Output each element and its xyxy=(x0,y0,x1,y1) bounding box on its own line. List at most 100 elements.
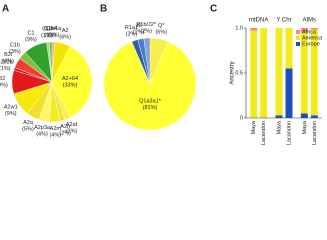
slice-value-label: (9%) xyxy=(5,111,17,117)
slice-label: A2 (6%) xyxy=(59,28,71,41)
bar-segment xyxy=(300,28,308,33)
y-tick-label: 0.5 xyxy=(235,70,243,76)
group-label: mtDNA xyxy=(249,18,268,24)
bar-segment xyxy=(310,115,318,118)
slice-label: A2+64 (33%) xyxy=(62,76,78,89)
slice-label: Q* (6%) xyxy=(155,24,167,37)
slice-label: R1b/J2* (2%) xyxy=(136,23,156,36)
legend-swatch xyxy=(296,36,300,40)
slice-value-label: (81%) xyxy=(143,106,158,112)
pie-slice xyxy=(51,46,93,118)
x-tick-label: Maya xyxy=(276,120,282,134)
slice-value-label: (2%) xyxy=(133,30,145,36)
slice-name: C1c xyxy=(42,27,52,33)
slice-label: C1 (9%) xyxy=(25,31,37,44)
bar-segment xyxy=(250,30,258,119)
slice-label: B2b2b(1%) xyxy=(0,60,13,72)
slice-value-label: (2%) xyxy=(59,131,71,137)
slice-value-label: (9%) xyxy=(0,83,8,89)
slice-name: B2b2b xyxy=(0,60,13,66)
panel-label: B xyxy=(100,4,107,15)
slice-label: A2w1 (9%) xyxy=(4,105,18,118)
bar-segment xyxy=(300,113,308,118)
slice-value-label: (1%) xyxy=(41,33,53,39)
slice-label: A2m (4%) xyxy=(50,126,62,139)
slice-name: A2n xyxy=(60,125,70,131)
slice-label: A2p3a (4%) xyxy=(34,125,51,137)
bar-segment xyxy=(275,28,283,116)
slice-name: A2q xyxy=(23,120,33,126)
slice-value-label: (2%) xyxy=(126,32,138,38)
slice-value-label: (6%) xyxy=(155,30,167,36)
slice-name: C1 xyxy=(27,31,34,37)
slice-name: Q1a3a1* xyxy=(139,99,162,105)
slice-label: J2 (2%) xyxy=(133,24,145,37)
bar-segment xyxy=(250,28,258,31)
slice-label: B2i (4%) xyxy=(2,52,14,65)
x-tick-label: Maya xyxy=(251,120,257,134)
slice-name: A2af xyxy=(66,122,78,128)
bar-segment xyxy=(285,28,293,69)
slice-name: A2+64 xyxy=(62,76,78,82)
slice-name: J2 xyxy=(136,24,142,30)
slice-name: A2m xyxy=(50,126,62,132)
slice-value-label: (1%) xyxy=(0,67,11,73)
slice-name: R1a1 xyxy=(125,26,138,32)
bar-segment xyxy=(310,29,318,116)
slice-name: R1b/J2* xyxy=(136,23,156,29)
slice-name: C1o4 xyxy=(44,26,57,32)
x-tick-label: Lacandon xyxy=(261,121,267,145)
slice-value-label: (2%) xyxy=(66,129,78,135)
slice-name: B2 xyxy=(0,76,5,82)
y-axis-label: Ancestry xyxy=(230,61,236,84)
slice-name: C1b xyxy=(10,43,20,49)
slice-name: L3b1a xyxy=(46,26,62,32)
slice-name: A2w1 xyxy=(4,105,18,111)
slice-value-label: (1%) xyxy=(48,33,60,39)
slice-value-label: (4%) xyxy=(2,59,14,65)
slice-value-label: (3%) xyxy=(9,49,21,55)
x-tick-label: Lacandon xyxy=(312,121,318,145)
bar-segment xyxy=(275,115,283,118)
slice-value-label: (5%) xyxy=(22,127,34,133)
legend-swatch xyxy=(296,30,300,34)
slice-label: A2q (5%) xyxy=(22,120,34,133)
slice-value-label: (4%) xyxy=(36,132,48,138)
slice-value-label: (6%) xyxy=(59,35,71,41)
slice-label: Q1a3a1* (81%) xyxy=(139,99,162,112)
slice-label: L3b1a (1%) xyxy=(46,26,62,39)
slice-value-label: (1%) xyxy=(45,33,57,39)
pie-slice xyxy=(49,41,53,83)
slice-label: C1o4 (1%) xyxy=(44,26,57,39)
pie-slice xyxy=(143,37,151,85)
panel-label: A xyxy=(2,4,9,15)
x-tick-label: Maya xyxy=(302,120,308,134)
slice-value-label: (2%) xyxy=(140,29,152,35)
x-tick-label: Lacandon xyxy=(286,121,292,145)
slice-value-label: (9%) xyxy=(25,38,37,44)
panel-label: C xyxy=(210,4,217,15)
slice-name: B2i xyxy=(4,52,12,58)
bar-segment xyxy=(310,28,318,30)
slice-name: A2p3a xyxy=(34,125,51,131)
slice-label: C1b (3%) xyxy=(9,43,21,56)
group-label: AIMs xyxy=(302,18,316,24)
slice-value-label: (33%) xyxy=(63,83,78,89)
y-tick-label: 1.0 xyxy=(235,25,243,31)
slice-name: Q* xyxy=(158,24,165,30)
slice-label: A2af (2%) xyxy=(66,122,78,135)
bar-segment xyxy=(260,28,268,118)
bar-segment xyxy=(300,32,308,114)
slice-label: R1a1 (2%) xyxy=(125,26,138,39)
pie-slice xyxy=(103,41,197,131)
legend-label: America xyxy=(302,35,323,41)
slice-label: C1c (1%) xyxy=(41,27,53,40)
legend-swatch xyxy=(296,42,300,46)
y-tick-label: 0 xyxy=(240,115,243,121)
slice-value-label: (4%) xyxy=(50,133,62,139)
slice-name: A2 xyxy=(62,28,69,34)
legend-label: Africa xyxy=(302,29,317,35)
bar-segment xyxy=(285,68,293,118)
legend-label: Europe xyxy=(302,41,320,47)
